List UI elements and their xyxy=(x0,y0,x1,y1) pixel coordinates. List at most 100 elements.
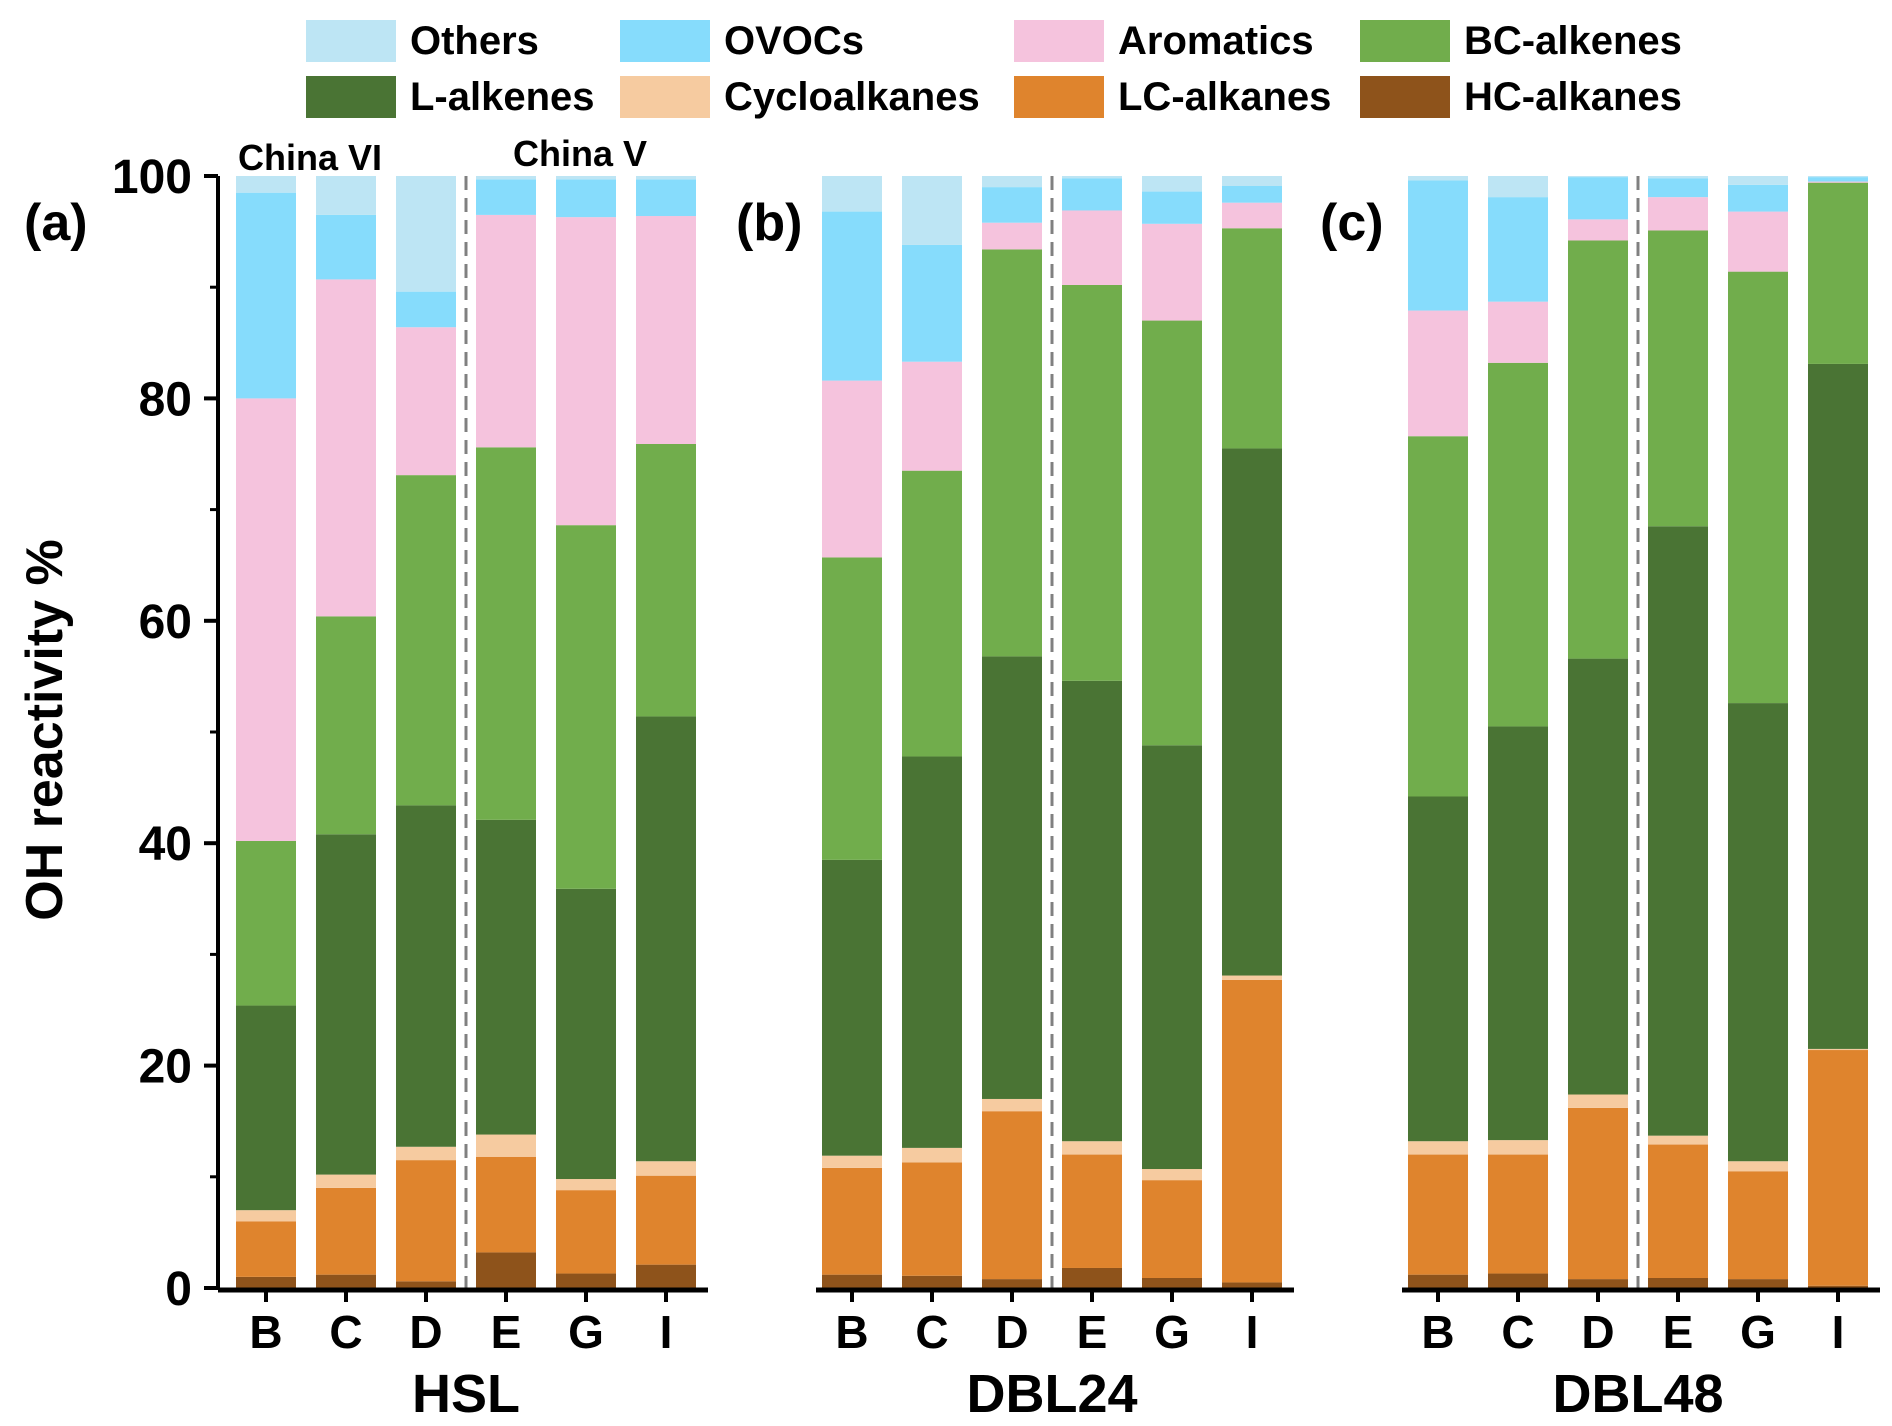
bar-segment-cycloalkanes xyxy=(1062,1141,1122,1155)
bar-segment-lc-alkanes xyxy=(1728,1171,1788,1280)
bar-segment-ovocs xyxy=(1062,178,1122,211)
bar-segment-lc-alkanes xyxy=(822,1167,882,1275)
bar-segment-bc-alkenes xyxy=(1142,320,1202,746)
bar-segment-cycloalkanes xyxy=(1488,1140,1548,1155)
bar-segment-hc-alkanes xyxy=(982,1279,1042,1288)
bar-segment-hc-alkanes xyxy=(1142,1277,1202,1288)
bar-segment-others xyxy=(636,176,696,180)
bar-I xyxy=(1808,176,1868,1288)
bar-segment-lc-alkanes xyxy=(1568,1107,1628,1280)
bar-segment-others xyxy=(1568,176,1628,178)
panel-tag: (b) xyxy=(736,194,802,252)
legend-swatch-hc-alkanes xyxy=(1360,76,1450,118)
x-axis-title: DBL24 xyxy=(966,1364,1137,1424)
bar-segment-cycloalkanes xyxy=(396,1146,456,1161)
x-tick-label: G xyxy=(568,1306,604,1358)
bar-segment-bc-alkenes xyxy=(1062,284,1122,681)
bar-I xyxy=(636,176,696,1288)
bar-segment-lc-alkanes xyxy=(1808,1050,1868,1286)
bar-segment-aromatics xyxy=(476,214,536,448)
panel-1: B C D E G I HSL (a) xyxy=(24,176,708,1424)
bar-segment-hc-alkanes xyxy=(636,1264,696,1288)
bar-segment-l-alkenes xyxy=(636,716,696,1162)
bar-B xyxy=(1408,176,1468,1288)
x-tick-label: B xyxy=(835,1306,868,1358)
bar-D xyxy=(982,176,1042,1288)
bar-segment-others xyxy=(902,176,962,245)
bar-segment-aromatics xyxy=(1142,223,1202,321)
legend-swatch-l-alkenes xyxy=(306,76,396,118)
group-label-china-vi: China VI xyxy=(238,137,382,178)
x-tick-label: I xyxy=(1832,1306,1845,1358)
group-label-china-v: China V xyxy=(513,133,647,174)
bar-segment-lc-alkanes xyxy=(556,1190,616,1274)
bar-segment-hc-alkanes xyxy=(1222,1282,1282,1288)
bar-segment-hc-alkanes xyxy=(1568,1279,1628,1288)
bar-segment-others xyxy=(316,176,376,215)
bar-segment-lc-alkanes xyxy=(316,1187,376,1275)
bar-segment-others xyxy=(1408,176,1468,181)
y-axis: 0 20 40 60 80 100 OH reactivity % xyxy=(16,151,220,1316)
bar-E xyxy=(1648,176,1708,1288)
y-tick-label: 20 xyxy=(139,1041,192,1094)
x-tick-label: G xyxy=(1154,1306,1190,1358)
x-tick-label: C xyxy=(915,1306,948,1358)
bar-segment-ovocs xyxy=(1568,177,1628,220)
legend-swatch-cycloalkanes xyxy=(620,76,710,118)
bar-segment-l-alkenes xyxy=(1142,745,1202,1170)
bar-C xyxy=(902,176,962,1288)
bar-segment-aromatics xyxy=(1728,211,1788,272)
bar-segment-cycloalkanes xyxy=(1142,1169,1202,1181)
bar-segment-hc-alkanes xyxy=(1648,1277,1708,1288)
bar-segment-l-alkenes xyxy=(1568,658,1628,1095)
bar-segment-hc-alkanes xyxy=(556,1273,616,1288)
bar-segment-ovocs xyxy=(1648,178,1708,198)
bar-segment-hc-alkanes xyxy=(476,1252,536,1288)
bar-segment-bc-alkenes xyxy=(822,557,882,860)
bar-segment-hc-alkanes xyxy=(1728,1279,1788,1288)
bar-segment-bc-alkenes xyxy=(1222,228,1282,449)
bar-segment-l-alkenes xyxy=(1488,726,1548,1141)
bar-segment-l-alkenes xyxy=(982,656,1042,1099)
bar-segment-cycloalkanes xyxy=(902,1147,962,1163)
bar-E xyxy=(1062,176,1122,1288)
bar-segment-lc-alkanes xyxy=(1062,1154,1122,1268)
panel-2: B C D E G I DBL24 (b) xyxy=(736,176,1294,1424)
bar-segment-aromatics xyxy=(316,279,376,617)
x-axis-title: DBL48 xyxy=(1552,1364,1723,1424)
bar-segment-cycloalkanes xyxy=(1408,1141,1468,1155)
bar-I xyxy=(1222,176,1282,1288)
bar-segment-bc-alkenes xyxy=(396,475,456,806)
panel-3: B C D E G I DBL48 (c) xyxy=(1320,176,1880,1424)
bar-segment-cycloalkanes xyxy=(1568,1094,1628,1108)
bar-segment-others xyxy=(1728,176,1788,185)
bar-segment-lc-alkanes xyxy=(476,1156,536,1253)
y-tick-label: 100 xyxy=(112,151,192,204)
legend-swatch-ovocs xyxy=(620,20,710,62)
x-tick-label: D xyxy=(1581,1306,1614,1358)
bar-segment-bc-alkenes xyxy=(1488,362,1548,727)
bar-segment-ovocs xyxy=(476,179,536,215)
bar-B xyxy=(236,176,296,1288)
bar-segment-lc-alkanes xyxy=(982,1111,1042,1280)
bar-segment-ovocs xyxy=(1488,197,1548,302)
legend: Others OVOCs Aromatics BC-alkenes L-alkenes C… xyxy=(306,19,1682,119)
bar-segment-ovocs xyxy=(1222,186,1282,203)
x-axis-title: HSL xyxy=(412,1364,520,1424)
bar-segment-aromatics xyxy=(1222,202,1282,229)
bar-segment-aromatics xyxy=(1568,219,1628,241)
bar-segment-others xyxy=(1142,176,1202,192)
legend-label-hc-alkanes: HC-alkanes xyxy=(1464,75,1682,119)
x-tick-label: C xyxy=(329,1306,362,1358)
bar-segment-cycloalkanes xyxy=(236,1210,296,1222)
bar-D xyxy=(396,176,456,1288)
bar-segment-others xyxy=(236,176,296,193)
bar-G xyxy=(1728,176,1788,1288)
bar-segment-ovocs xyxy=(1728,184,1788,212)
bar-segment-bc-alkenes xyxy=(1648,230,1708,527)
bar-segment-lc-alkanes xyxy=(236,1221,296,1277)
y-tick-label: 80 xyxy=(139,373,192,426)
bar-segment-bc-alkenes xyxy=(556,525,616,889)
bar-segment-cycloalkanes xyxy=(822,1155,882,1168)
x-tick-label: I xyxy=(1246,1306,1259,1358)
